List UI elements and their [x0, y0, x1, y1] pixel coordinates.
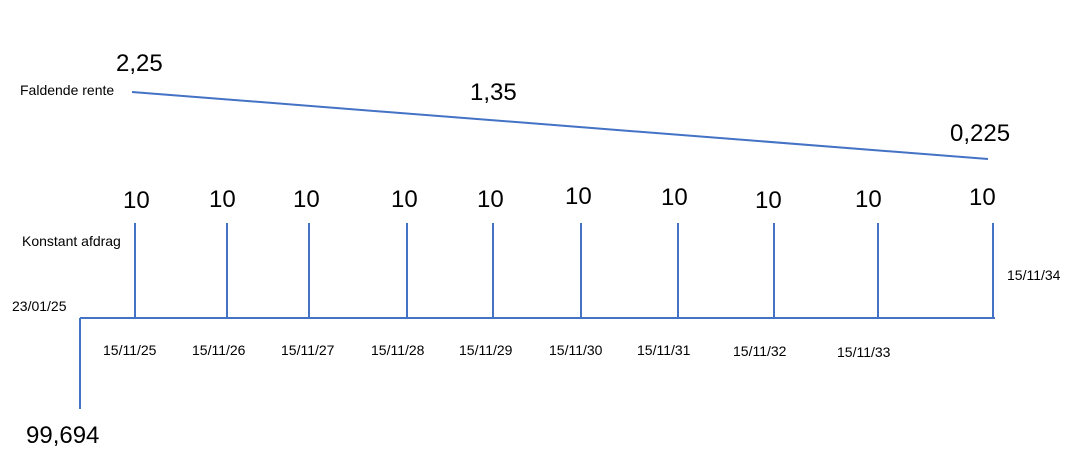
payment-amount-6: 10	[565, 183, 592, 210]
payment-amount-2: 10	[209, 186, 236, 213]
date-label-3: 15/11/27	[281, 342, 335, 358]
initial-amount: 99,694	[26, 422, 100, 449]
date-label-9: 15/11/33	[837, 344, 891, 360]
date-label-4: 15/11/28	[371, 342, 425, 358]
payment-amount-3: 10	[293, 186, 320, 213]
payment-amount-10: 10	[969, 184, 996, 211]
payment-amount-5: 10	[477, 186, 504, 213]
rate-label: Faldende rente	[20, 82, 115, 98]
rate-start-value: 2,25	[116, 50, 163, 77]
payment-amount-9: 10	[855, 186, 882, 213]
date-label-1: 15/11/25	[103, 342, 157, 358]
rate-end-value: 0,225	[950, 120, 1011, 147]
start-date: 23/01/25	[12, 298, 67, 314]
payment-amount-4: 10	[391, 186, 418, 213]
date-label-7: 15/11/31	[637, 342, 691, 358]
date-label-10: 15/11/34	[1007, 267, 1061, 283]
rate-mid-value: 1,35	[470, 79, 517, 106]
payments-label: Konstant afdrag	[22, 233, 121, 249]
payment-amount-7: 10	[661, 184, 688, 211]
date-label-8: 15/11/32	[733, 343, 787, 359]
payment-amount-1: 10	[123, 187, 150, 214]
rate-trend-line	[131, 91, 989, 160]
payment-amount-8: 10	[755, 187, 782, 214]
date-label-6: 15/11/30	[549, 342, 603, 358]
date-label-2: 15/11/26	[192, 342, 246, 358]
date-label-5: 15/11/29	[459, 342, 513, 358]
